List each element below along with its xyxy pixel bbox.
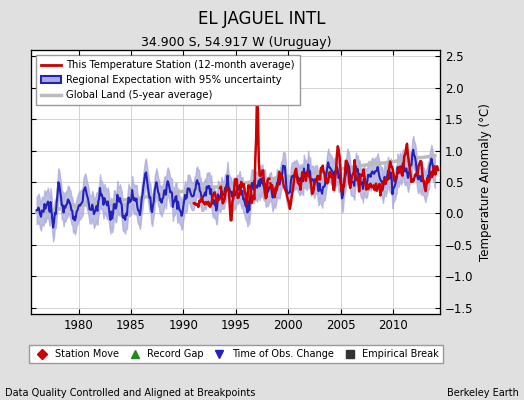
Text: Data Quality Controlled and Aligned at Breakpoints: Data Quality Controlled and Aligned at B… — [5, 388, 256, 398]
Title: 34.900 S, 54.917 W (Uruguay): 34.900 S, 54.917 W (Uruguay) — [140, 36, 331, 49]
Text: EL JAGUEL INTL: EL JAGUEL INTL — [198, 10, 326, 28]
Legend: Station Move, Record Gap, Time of Obs. Change, Empirical Break: Station Move, Record Gap, Time of Obs. C… — [29, 346, 443, 363]
Text: Berkeley Earth: Berkeley Earth — [447, 388, 519, 398]
Y-axis label: Temperature Anomaly (°C): Temperature Anomaly (°C) — [479, 103, 492, 261]
